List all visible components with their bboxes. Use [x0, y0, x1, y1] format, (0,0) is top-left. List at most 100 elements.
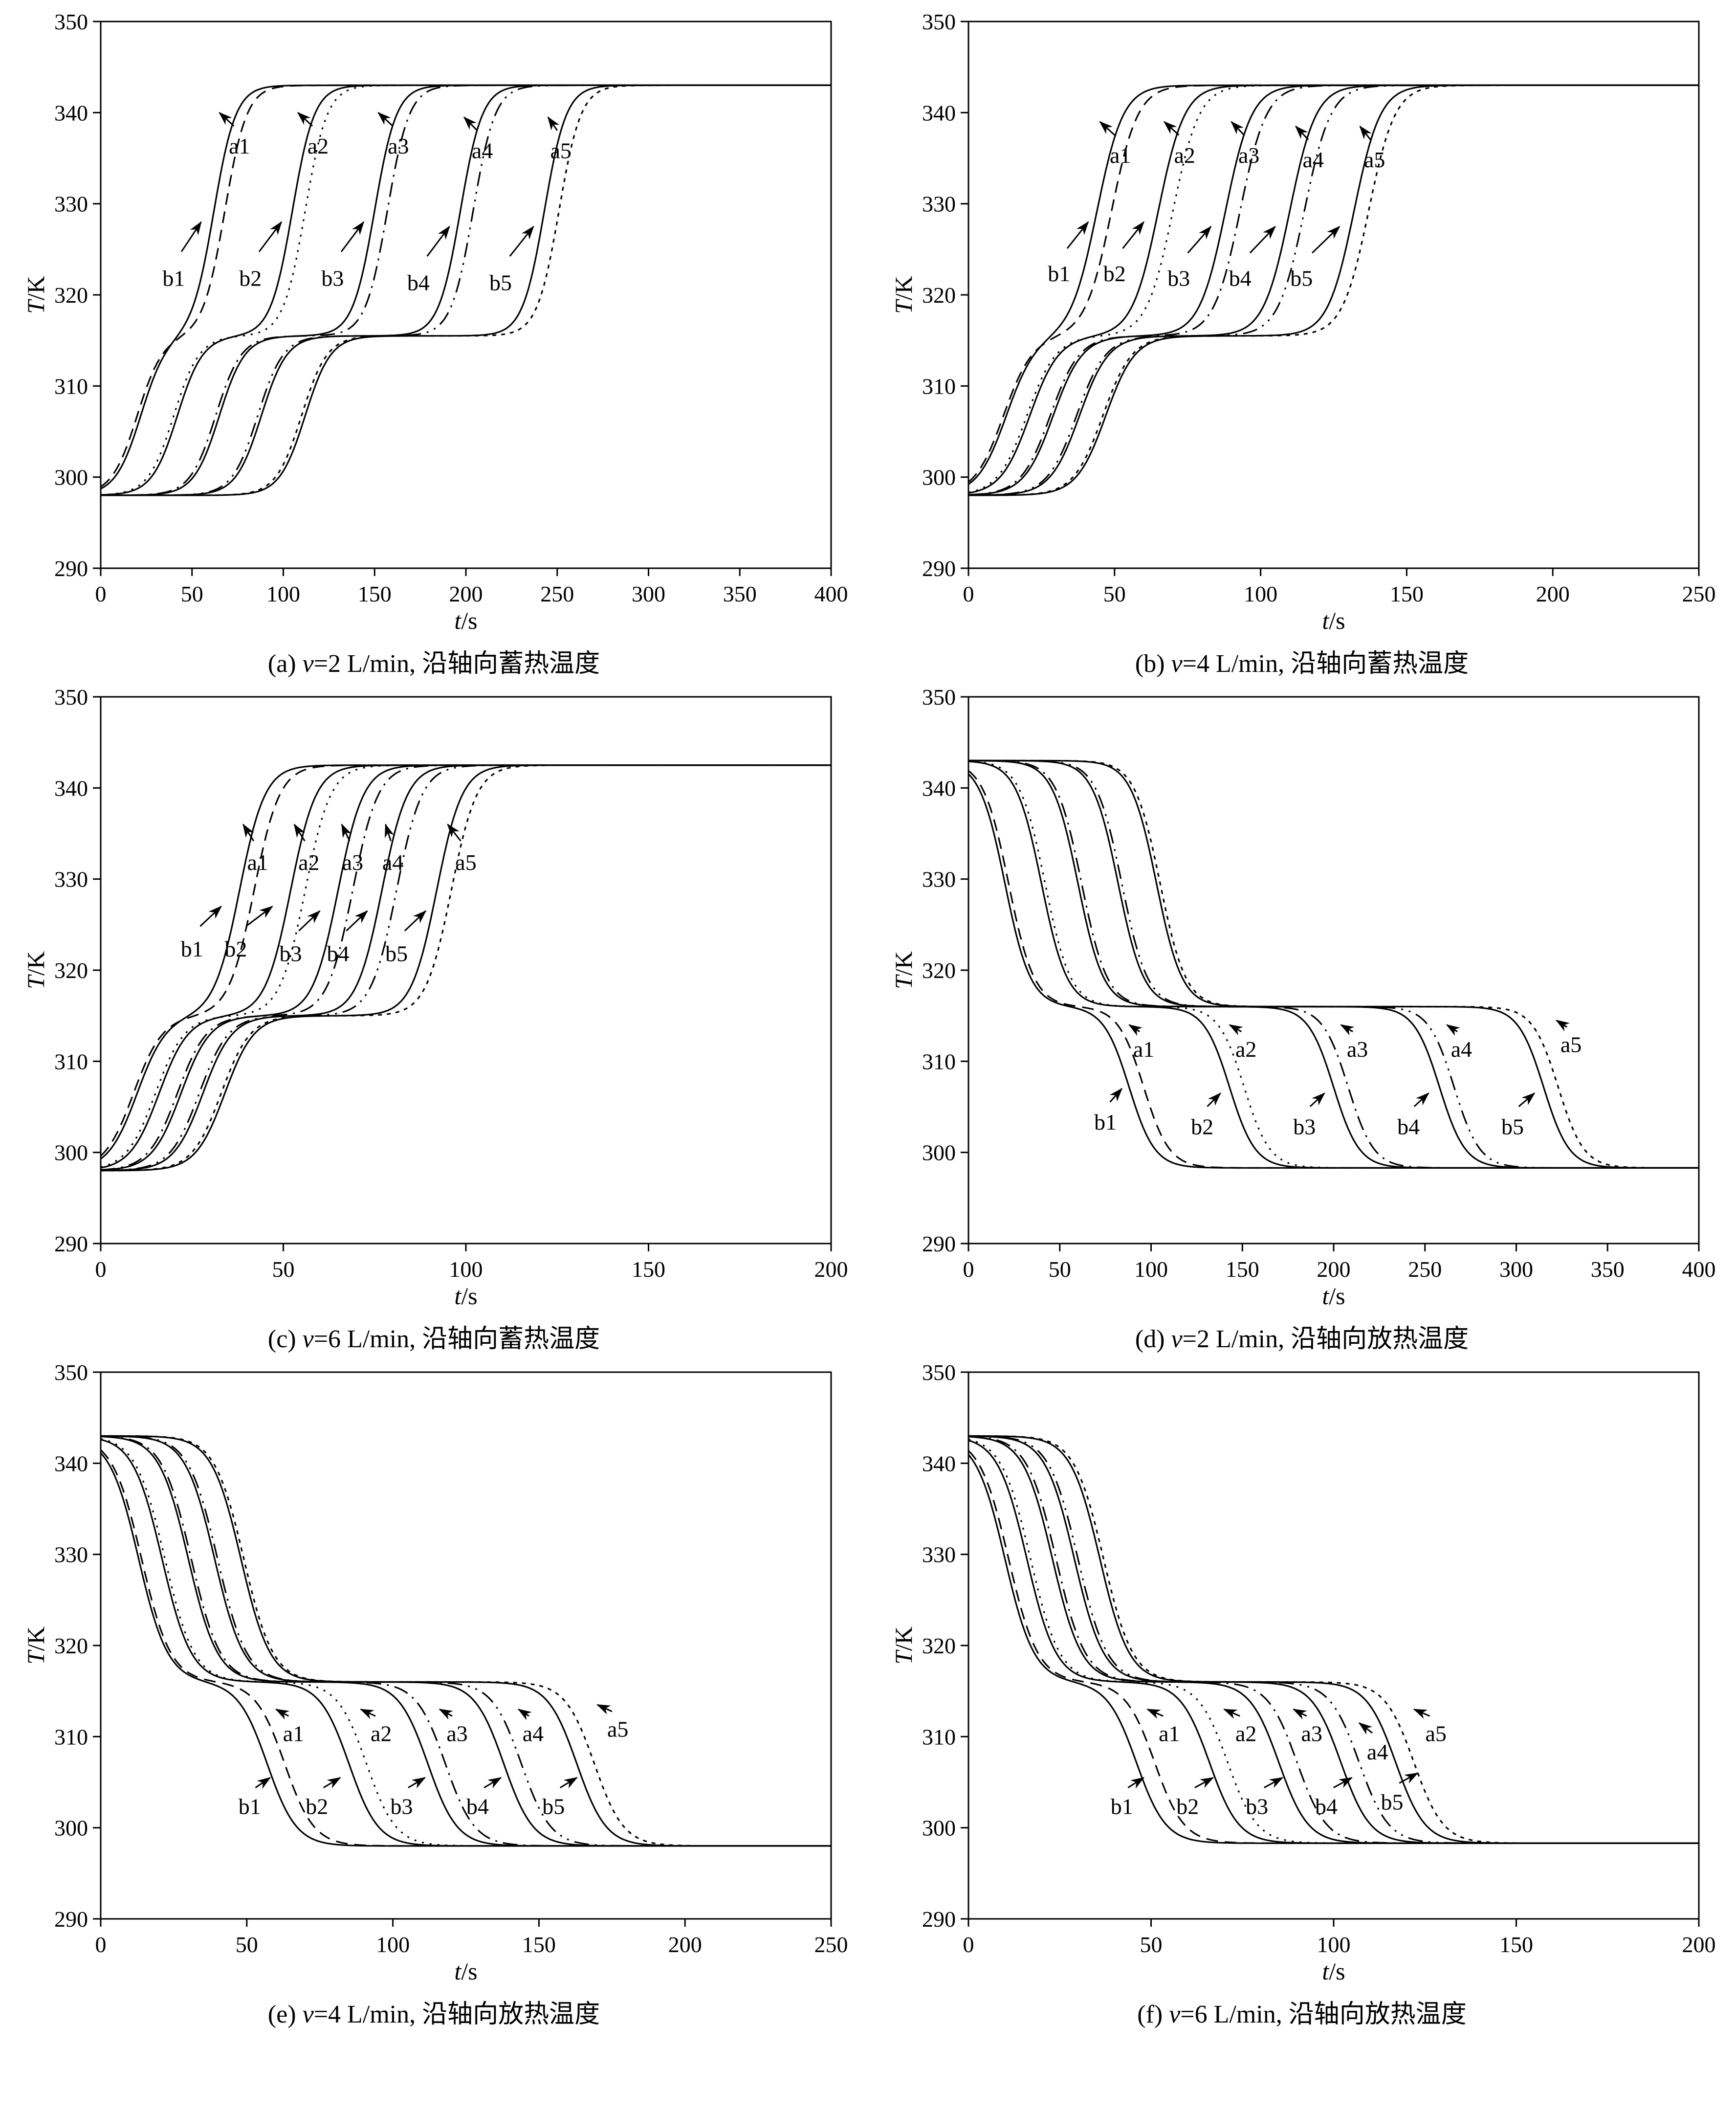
- svg-text:400: 400: [814, 581, 848, 606]
- svg-text:0: 0: [95, 1932, 106, 1957]
- svg-text:400: 400: [1682, 1257, 1716, 1282]
- svg-text:a2: a2: [1235, 1037, 1256, 1062]
- svg-text:200: 200: [1317, 1257, 1351, 1282]
- caption-variable: v: [302, 2001, 314, 2028]
- svg-text:a3: a3: [446, 1721, 467, 1746]
- svg-text:350: 350: [922, 11, 956, 34]
- svg-text:150: 150: [1226, 1257, 1259, 1282]
- svg-text:100: 100: [376, 1932, 410, 1957]
- svg-text:0: 0: [963, 1257, 974, 1282]
- svg-text:a1: a1: [247, 850, 268, 875]
- svg-text:0: 0: [963, 1932, 974, 1957]
- svg-text:300: 300: [1499, 1257, 1533, 1282]
- svg-text:b2: b2: [239, 266, 262, 290]
- svg-text:320: 320: [922, 283, 956, 308]
- svg-text:50: 50: [180, 581, 203, 606]
- svg-text:310: 310: [54, 374, 88, 399]
- caption-panel-b: (b) v=4 L/min, 沿轴向蓄热温度: [1135, 643, 1469, 679]
- svg-text:a1: a1: [1159, 1721, 1180, 1746]
- panel-b: 0 50 100 150 200 250 290 300 310 320 330 340 350 t/s T…: [868, 7, 1736, 682]
- caption-variable: v: [1171, 650, 1183, 678]
- caption-text: =2 L/min, 沿轴向蓄热温度: [313, 650, 600, 678]
- svg-text:0: 0: [95, 581, 106, 606]
- svg-text:a4: a4: [1367, 1739, 1388, 1764]
- svg-text:b4: b4: [327, 941, 349, 966]
- svg-text:b3: b3: [1167, 266, 1190, 290]
- chart-panel-b: 0 50 100 150 200 250 290 300 310 320 330 340 350 t/s T…: [890, 11, 1716, 634]
- svg-text:150: 150: [522, 1932, 555, 1957]
- svg-text:T/K: T/K: [22, 951, 49, 989]
- svg-text:320: 320: [54, 283, 88, 308]
- svg-text:a5: a5: [1364, 147, 1385, 172]
- caption-panel-c: (c) v=6 L/min, 沿轴向蓄热温度: [268, 1318, 600, 1355]
- svg-text:a2: a2: [370, 1721, 391, 1746]
- svg-text:100: 100: [266, 581, 300, 606]
- svg-text:a4: a4: [1302, 147, 1323, 172]
- svg-text:320: 320: [922, 958, 956, 983]
- svg-text:200: 200: [814, 1257, 848, 1282]
- chart-panel-e: 0 50 100 150 200 250 290 300 310 320 330 340 350 t/s T…: [22, 1361, 848, 1985]
- svg-text:b3: b3: [279, 941, 302, 966]
- svg-text:290: 290: [922, 1231, 956, 1256]
- svg-text:290: 290: [54, 556, 88, 581]
- caption-index: (a): [267, 650, 303, 678]
- svg-text:300: 300: [54, 465, 88, 490]
- svg-text:b5: b5: [1381, 1789, 1404, 1814]
- svg-text:b1: b1: [1094, 1110, 1117, 1134]
- svg-text:50: 50: [1049, 1257, 1071, 1282]
- svg-text:310: 310: [54, 1724, 88, 1749]
- svg-text:t/s: t/s: [454, 1282, 477, 1310]
- svg-text:300: 300: [922, 1140, 956, 1165]
- svg-text:150: 150: [1390, 581, 1424, 606]
- svg-text:330: 330: [54, 1542, 88, 1567]
- svg-text:290: 290: [922, 556, 956, 581]
- svg-text:310: 310: [922, 374, 956, 399]
- panel-c: 0 50 100 150 200 290 300 310 320 330 340 350 t/s T/K a…: [0, 682, 868, 1357]
- svg-text:200: 200: [668, 1932, 702, 1957]
- chart-panel-d: 0 50 100 150 200 250 300 350 400 290 300 310 320 330 3…: [890, 686, 1716, 1310]
- svg-text:t/s: t/s: [1322, 607, 1345, 634]
- svg-text:320: 320: [54, 958, 88, 983]
- svg-text:350: 350: [54, 686, 88, 710]
- svg-text:340: 340: [922, 776, 956, 801]
- svg-text:320: 320: [922, 1633, 956, 1658]
- svg-text:50: 50: [1103, 581, 1126, 606]
- svg-text:150: 150: [632, 1257, 665, 1282]
- svg-text:b5: b5: [542, 1794, 565, 1819]
- caption-text: =6 L/min, 沿轴向放热温度: [1180, 2001, 1467, 2028]
- caption-panel-f: (f) v=6 L/min, 沿轴向放热温度: [1137, 1993, 1466, 2030]
- svg-text:340: 340: [54, 100, 88, 125]
- figure-grid: 0 50 100 150 200 250 300 350 400 290 300 310 320 330 3…: [0, 7, 1736, 2030]
- svg-text:350: 350: [54, 11, 88, 34]
- svg-text:a5: a5: [550, 138, 571, 163]
- svg-text:a4: a4: [522, 1721, 543, 1746]
- caption-text: =6 L/min, 沿轴向蓄热温度: [313, 1325, 600, 1353]
- svg-text:300: 300: [54, 1140, 88, 1165]
- svg-text:t/s: t/s: [1322, 1282, 1345, 1310]
- svg-text:b3: b3: [1246, 1794, 1268, 1819]
- svg-text:300: 300: [922, 1816, 956, 1841]
- svg-text:100: 100: [1317, 1932, 1351, 1957]
- svg-text:a1: a1: [1110, 143, 1131, 168]
- svg-text:50: 50: [272, 1257, 294, 1282]
- svg-text:250: 250: [540, 581, 574, 606]
- chart-panel-a: 0 50 100 150 200 250 300 350 400 290 300 310 320 330 3…: [22, 11, 848, 634]
- caption-panel-e: (e) v=4 L/min, 沿轴向放热温度: [268, 1993, 600, 2030]
- svg-text:b5: b5: [1501, 1114, 1524, 1139]
- svg-text:330: 330: [54, 867, 88, 892]
- caption-index: (c): [267, 1325, 303, 1353]
- svg-text:350: 350: [54, 1361, 88, 1385]
- svg-text:b1: b1: [238, 1794, 261, 1819]
- caption-index: (d): [1135, 1325, 1171, 1353]
- svg-text:b3: b3: [1293, 1114, 1316, 1139]
- svg-text:T/K: T/K: [890, 276, 917, 314]
- svg-text:a1: a1: [283, 1721, 304, 1746]
- svg-text:a3: a3: [342, 850, 363, 875]
- caption-variable: v: [1169, 2001, 1181, 2028]
- svg-text:320: 320: [54, 1633, 88, 1658]
- svg-text:340: 340: [54, 776, 88, 801]
- svg-text:330: 330: [922, 1542, 956, 1567]
- svg-text:b2: b2: [1176, 1794, 1199, 1819]
- svg-text:100: 100: [1134, 1257, 1168, 1282]
- svg-text:100: 100: [449, 1257, 483, 1282]
